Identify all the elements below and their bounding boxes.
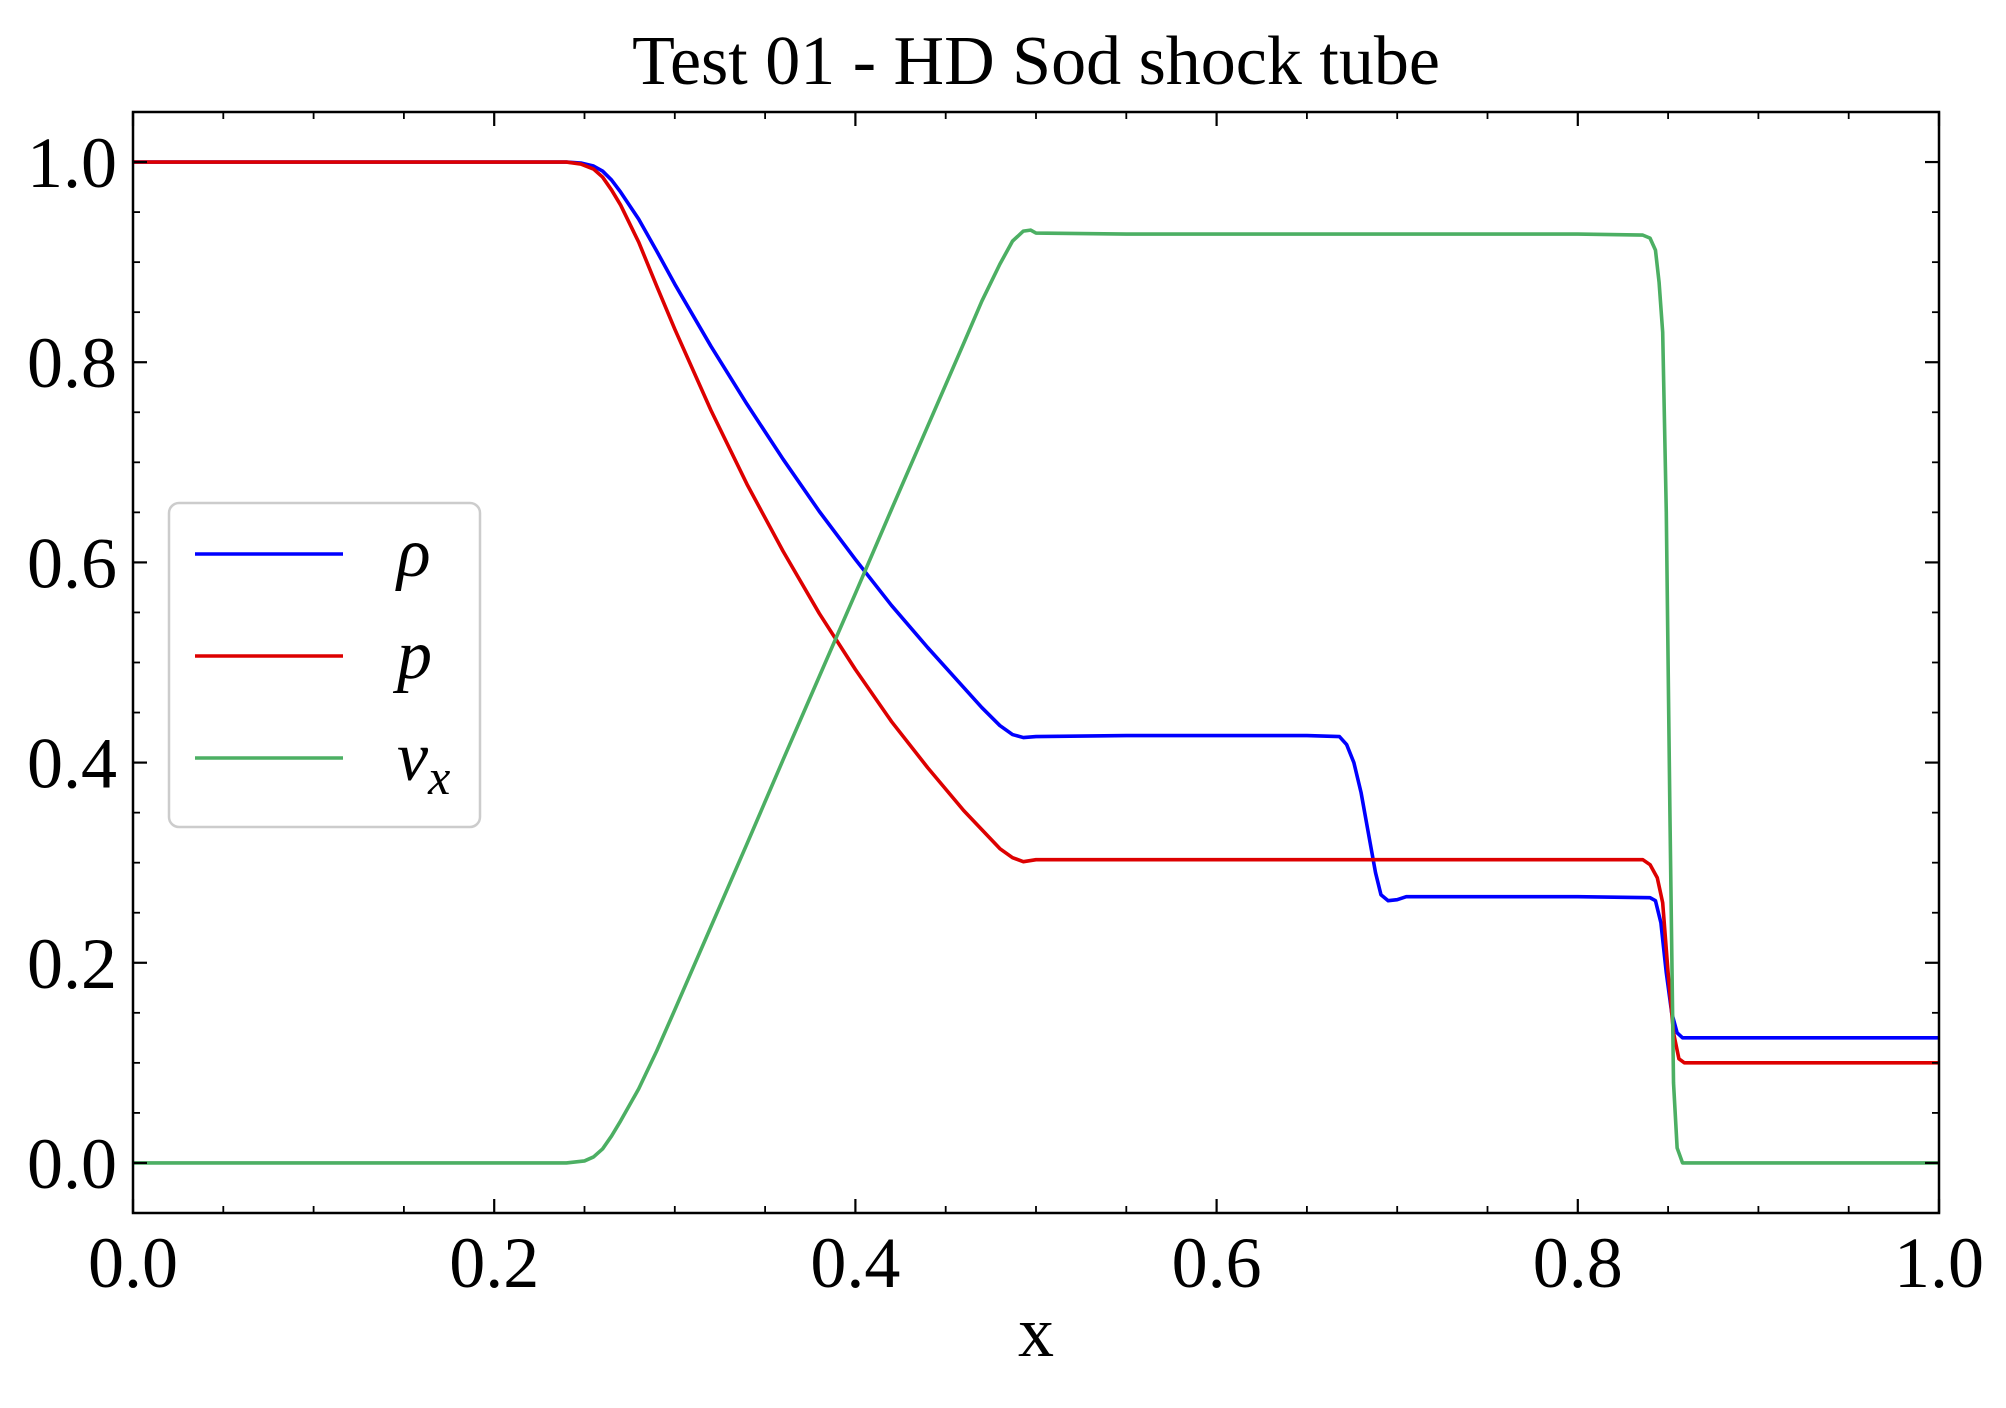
legend-entry-vx: vx	[195, 719, 450, 805]
y-tick-label: 0.0	[27, 1124, 117, 1204]
legend-label-p: p	[392, 617, 432, 694]
x-tick-label: 0.6	[1172, 1223, 1262, 1303]
chart-title: Test 01 - HD Sod shock tube	[632, 23, 1440, 100]
y-tick-label: 0.2	[27, 924, 117, 1004]
legend: ρ p vx	[167, 501, 482, 829]
y-tick-label: 0.6	[27, 523, 117, 603]
y-tick-label: 0.8	[27, 323, 117, 403]
tick-label-layer: 0.0 0.2 0.4 0.6 0.8 1.0 0.0 0.2 0.4 0.6 0.8 1.0	[27, 123, 1984, 1303]
x-tick-label: 0.4	[810, 1223, 900, 1303]
legend-label-vx-subscript: x	[427, 749, 450, 805]
series-line-3	[133, 228, 1939, 1165]
x-tick-label: 0.2	[449, 1223, 539, 1303]
legend-label-vx: vx	[397, 719, 450, 805]
x-tick-label: 1.0	[1894, 1223, 1984, 1303]
series-line-2	[133, 160, 1939, 1065]
y-tick-label: 1.0	[27, 123, 117, 203]
series-line-1	[133, 160, 1939, 1040]
x-axis-label: x	[1018, 1292, 1054, 1372]
x-tick-label: 0.0	[88, 1223, 178, 1303]
legend-label-rho: ρ	[395, 515, 431, 592]
legend-entry-p: p	[195, 617, 432, 694]
series-layer	[133, 160, 1939, 1165]
legend-frame	[167, 501, 482, 829]
legend-label-vx-base: v	[397, 719, 429, 796]
y-tick-label: 0.4	[27, 724, 117, 804]
legend-entry-rho: ρ	[195, 515, 431, 592]
tick-layer	[131, 112, 1941, 1213]
x-tick-label: 0.8	[1533, 1223, 1623, 1303]
